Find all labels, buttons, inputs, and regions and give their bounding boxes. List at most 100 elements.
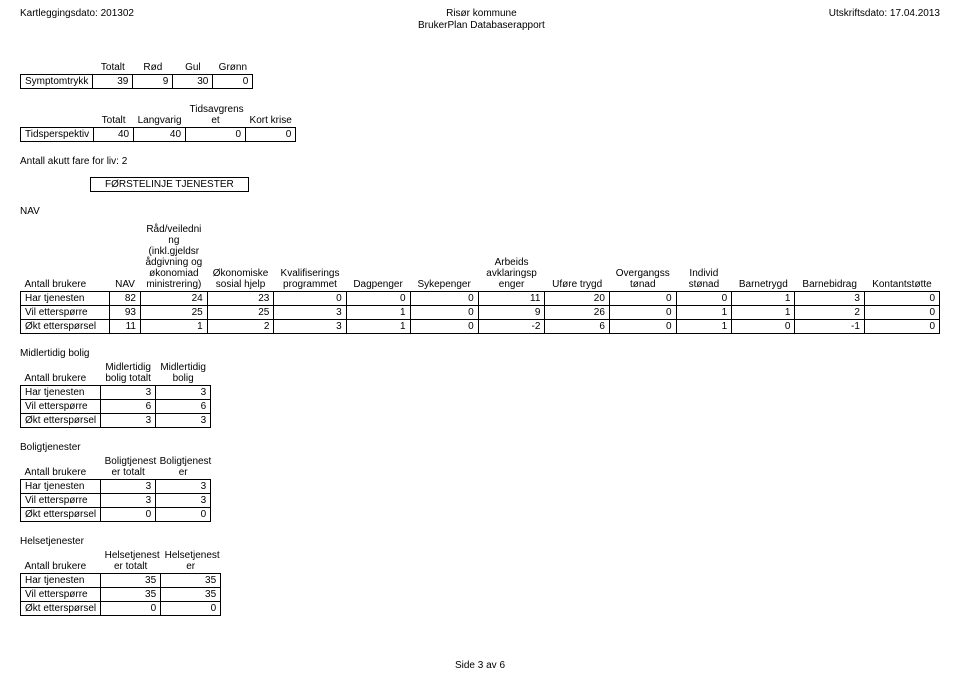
cell: 6 [156,400,211,414]
nav-cell: 3 [274,320,346,334]
page-footer: Side 3 av 6 [0,660,960,671]
tids-h0: Totalt [94,103,134,128]
cell: 6 [101,400,156,414]
row-label: Økt etterspørsel [21,602,101,616]
nav-row-2: Økt etterspørsel 11 1 2 3 1 0 -2 6 0 1 0… [21,320,940,334]
nav-h9: Overgangss tønad [609,223,676,292]
bolig-title: Boligtjenester [20,442,940,453]
symptom-v3: 0 [213,75,253,89]
nav-cell: 26 [545,306,609,320]
row-label: Har tjenesten [21,574,101,588]
tids-section: Totalt Langvarig Tidsavgrens et Kort kri… [20,103,940,142]
nav-cell: 2 [795,306,864,320]
nav-cell: 0 [609,292,676,306]
nav-cell: 1 [346,320,410,334]
nav-cell: 93 [110,306,141,320]
header-center: Risør kommune BrukerPlan Databaserapport [418,8,545,31]
nav-cell: 0 [410,320,478,334]
nav-cell: 23 [207,292,274,306]
cell: 3 [156,494,211,508]
cell: 3 [101,414,156,428]
tids-row-label: Tidsperspektiv [21,128,94,142]
nav-cell: 6 [545,320,609,334]
symptom-row: Symptomtrykk 39 9 30 0 [21,75,253,89]
nav-h4: Kvalifiserings programmet [274,223,346,292]
nav-cell: 0 [609,320,676,334]
nav-h8: Uføre trygd [545,223,609,292]
row-label: Vil etterspørre [21,494,101,508]
nav-h6: Sykepenger [410,223,478,292]
table-row: Økt etterspørsel00 [21,508,211,522]
nav-cell: 1 [346,306,410,320]
row-label: Vil etterspørre [21,588,101,602]
symptom-section: Totalt Rød Gul Grønn Symptomtrykk 39 9 3… [20,61,940,89]
nav-cell: 11 [110,320,141,334]
helse-section: Helsetjenester Antall brukere Helsetjene… [20,536,940,616]
table-row: Økt etterspørsel00 [21,602,221,616]
page-header: Kartleggingsdato: 201302 Risør kommune B… [20,8,940,31]
nav-cell: 25 [141,306,208,320]
symptom-h3: Grønn [213,61,253,75]
nav-cell: 1 [141,320,208,334]
nav-cell: 1 [732,306,795,320]
header-right: Utskriftsdato: 17.04.2013 [829,8,940,19]
nav-cell: 0 [346,292,410,306]
nav-h2: Råd/veiledni ng (inkl.gjeldsr ådgivning … [141,223,208,292]
symptom-table: Totalt Rød Gul Grønn Symptomtrykk 39 9 3… [20,61,253,89]
helse-h2: Helsetjenest er [161,549,221,574]
bolig-section: Boligtjenester Antall brukere Boligtjene… [20,442,940,522]
table-row: Har tjenesten3535 [21,574,221,588]
nav-r0-label: Har tjenesten [21,292,110,306]
nav-cell: 0 [410,292,478,306]
nav-h7: Arbeids avklaringsp enger [478,223,545,292]
symptom-h0: Totalt [93,61,133,75]
nav-h11: Barnetrygd [732,223,795,292]
bolig-h2: Boligtjenest er [156,455,211,480]
nav-cell: 1 [676,306,732,320]
row-label: Vil etterspørre [21,400,101,414]
header-center-2: BrukerPlan Databaserapport [418,20,545,31]
nav-header-row: Antall brukere NAV Råd/veiledni ng (inkl… [21,223,940,292]
nav-cell: 82 [110,292,141,306]
cell: 3 [101,480,156,494]
header-center-1: Risør kommune [418,8,545,19]
cell: 0 [101,508,156,522]
nav-h1: NAV [110,223,141,292]
nav-cell: 0 [410,306,478,320]
table-row: Har tjenesten33 [21,480,211,494]
empty-cell [21,103,94,128]
nav-h10: Individ stønad [676,223,732,292]
cell: 35 [101,588,161,602]
cell: 3 [101,386,156,400]
row-label: Økt etterspørsel [21,414,101,428]
cell: 3 [156,386,211,400]
cell: 0 [156,508,211,522]
cell: 0 [161,602,221,616]
row-label: Har tjenesten [21,480,101,494]
tids-h2: Tidsavgrens et [186,103,246,128]
nav-h13: Kontantstøtte [864,223,939,292]
nav-cell: 25 [207,306,274,320]
tids-v2: 0 [186,128,246,142]
cell: 35 [161,588,221,602]
nav-cell: -1 [795,320,864,334]
helse-title: Helsetjenester [20,536,940,547]
symptom-v2: 30 [173,75,213,89]
tids-v0: 40 [94,128,134,142]
nav-r2-label: Økt etterspørsel [21,320,110,334]
table-row: Økt etterspørsel33 [21,414,211,428]
nav-cell: -2 [478,320,545,334]
table-row: Har tjenesten33 [21,386,211,400]
midlertidig-title: Midlertidig bolig [20,348,940,359]
tids-h1: Langvarig [134,103,186,128]
nav-r1-label: Vil etterspørre [21,306,110,320]
cell: 35 [101,574,161,588]
nav-cell: 24 [141,292,208,306]
bolig-h1: Boligtjenest er totalt [101,455,156,480]
akutt-text: Antall akutt fare for liv: 2 [20,156,940,167]
header-left: Kartleggingsdato: 201302 [20,8,134,19]
forstelinje-box: FØRSTELINJE TJENESTER [90,177,249,192]
nav-cell: 0 [609,306,676,320]
cell: 35 [161,574,221,588]
nav-h0: Antall brukere [21,223,110,292]
